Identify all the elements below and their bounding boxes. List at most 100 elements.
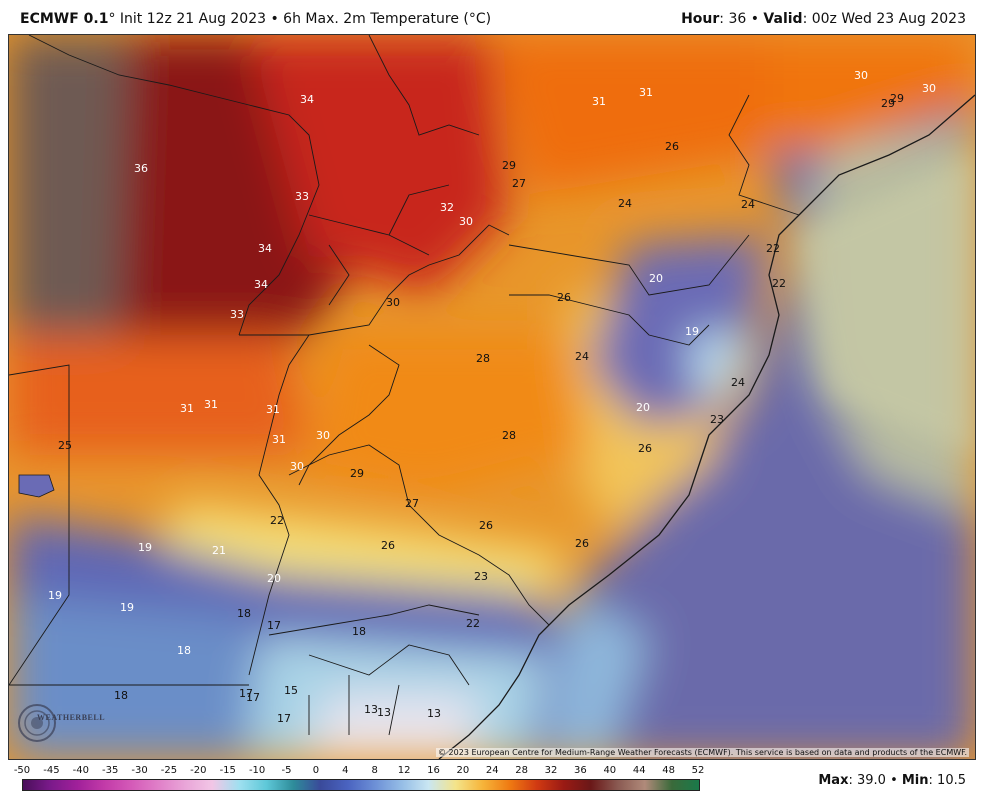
- temp-label: 26: [638, 442, 652, 455]
- temp-label: 18: [237, 607, 251, 620]
- legend-tick: 32: [544, 765, 558, 776]
- temp-label: 34: [258, 242, 272, 255]
- temp-label: 30: [316, 429, 330, 442]
- temp-label: 19: [685, 325, 699, 338]
- map-canvas: 34 36 33 34 34 33 31 31 31 31 30 30 25 3…: [9, 35, 975, 759]
- temp-label: 31: [639, 86, 653, 99]
- temp-label: 17: [267, 619, 281, 632]
- temp-label: 31: [204, 398, 218, 411]
- temp-label: 13: [427, 707, 441, 720]
- temperature-map[interactable]: 34 36 33 34 34 33 31 31 31 31 30 30 25 3…: [8, 34, 976, 760]
- temp-label: 33: [230, 308, 244, 321]
- legend-tick: 20: [456, 765, 470, 776]
- temp-label: 30: [459, 215, 473, 228]
- valid-time: Hour: 36 • Valid: 00z Wed 23 Aug 2023: [681, 11, 966, 27]
- temp-label: 34: [300, 93, 314, 106]
- temp-label: 22: [270, 514, 284, 527]
- copyright-notice: © 2023 European Centre for Medium-Range …: [436, 748, 969, 757]
- temp-label: 30: [854, 69, 868, 82]
- temp-label: 30: [290, 460, 304, 473]
- temp-label: 22: [772, 277, 786, 290]
- temp-label: 28: [476, 352, 490, 365]
- temp-label: 22: [466, 617, 480, 630]
- temp-label: 26: [557, 291, 571, 304]
- color-legend: -50 -45 -40 -35 -30 -25 -20 -15 -10 -5 0 4 8 12 16 20 24…: [0, 760, 984, 808]
- legend-tick: -15: [219, 765, 236, 776]
- temp-label: 17: [239, 687, 253, 700]
- logo-text: WEATHERBELL: [37, 713, 106, 722]
- temp-label: 20: [636, 401, 650, 414]
- temperature-labels: 34 36 33 34 34 33 31 31 31 31 30 30 25 3…: [48, 69, 936, 725]
- temp-label: 25: [58, 439, 72, 452]
- legend-tick: -30: [131, 765, 148, 776]
- temp-label: 18: [114, 689, 128, 702]
- legend-tick: -50: [13, 765, 31, 776]
- temp-label: 13: [377, 706, 391, 719]
- temp-label: 27: [405, 497, 419, 510]
- max-min-readout: Max: 39.0 • Min: 10.5: [818, 773, 966, 788]
- hour-value: : 36 •: [719, 11, 764, 27]
- legend-tick: -45: [43, 765, 60, 776]
- init-info: ° Init 12z 21 Aug 2023 • 6h Max. 2m Temp…: [108, 11, 492, 27]
- borders: [9, 35, 800, 736]
- temp-label: 36: [134, 162, 148, 175]
- temp-label: 32: [440, 201, 454, 214]
- temp-label: 26: [665, 140, 679, 153]
- legend-tick: 12: [397, 765, 411, 776]
- valid-value: : 00z Wed 23 Aug 2023: [802, 11, 966, 27]
- temp-label: 31: [592, 95, 606, 108]
- temp-label: 19: [120, 601, 134, 614]
- temp-label: 20: [267, 572, 281, 585]
- temp-label: 26: [381, 539, 395, 552]
- temp-label: 23: [710, 413, 724, 426]
- temp-label: 24: [731, 376, 745, 389]
- temp-label: 30: [922, 82, 936, 95]
- temp-label: 22: [766, 242, 780, 255]
- legend-tick: 40: [603, 765, 617, 776]
- color-scale-bar: [22, 779, 700, 791]
- legend-tick: 8: [371, 765, 378, 776]
- temp-label: 34: [254, 278, 268, 291]
- temp-label: 13: [364, 703, 378, 716]
- temp-label: 23: [474, 570, 488, 583]
- legend-tick: -20: [190, 765, 207, 776]
- coastline: [438, 94, 975, 759]
- hour-label: Hour: [681, 11, 720, 27]
- temp-label: 19: [48, 589, 62, 602]
- temp-label: 33: [295, 190, 309, 203]
- max-value: : 39.0 •: [848, 773, 902, 788]
- temp-label: 29: [350, 467, 364, 480]
- legend-tick: 24: [485, 765, 499, 776]
- temp-label: 30: [386, 296, 400, 309]
- min-label: Min: [901, 773, 929, 788]
- legend-tick: -5: [281, 765, 292, 776]
- legend-tick: 44: [632, 765, 646, 776]
- temp-label: 31: [266, 403, 280, 416]
- temp-label: 18: [177, 644, 191, 657]
- model-name: ECMWF 0.1: [20, 11, 109, 27]
- min-value: : 10.5: [928, 773, 966, 788]
- temp-label: 24: [741, 198, 755, 211]
- temp-label: 27: [512, 177, 526, 190]
- legend-tick: 28: [515, 765, 529, 776]
- legend-tick: 16: [427, 765, 440, 776]
- temp-label: 21: [212, 544, 226, 557]
- temp-label: 31: [272, 433, 286, 446]
- temp-label: 26: [575, 537, 589, 550]
- temp-label: 19: [138, 541, 152, 554]
- temp-label: 31: [180, 402, 194, 415]
- lake: [18, 474, 55, 498]
- valid-label: Valid: [763, 11, 803, 27]
- weatherbell-logo: WEATHERBELL: [15, 701, 105, 745]
- max-label: Max: [818, 773, 849, 788]
- legend-tick: -40: [72, 765, 89, 776]
- temp-label: 29: [881, 97, 895, 110]
- legend-tick: 36: [574, 765, 587, 776]
- temp-label: 29: [502, 159, 516, 172]
- legend-tick: 48: [662, 765, 675, 776]
- temp-label: 24: [575, 350, 589, 363]
- temp-label: 24: [618, 197, 632, 210]
- legend-tick: 0: [312, 765, 320, 776]
- legend-tick: 4: [342, 765, 349, 776]
- map-header: ECMWF 0.1° Init 12z 21 Aug 2023 • 6h Max…: [0, 0, 984, 34]
